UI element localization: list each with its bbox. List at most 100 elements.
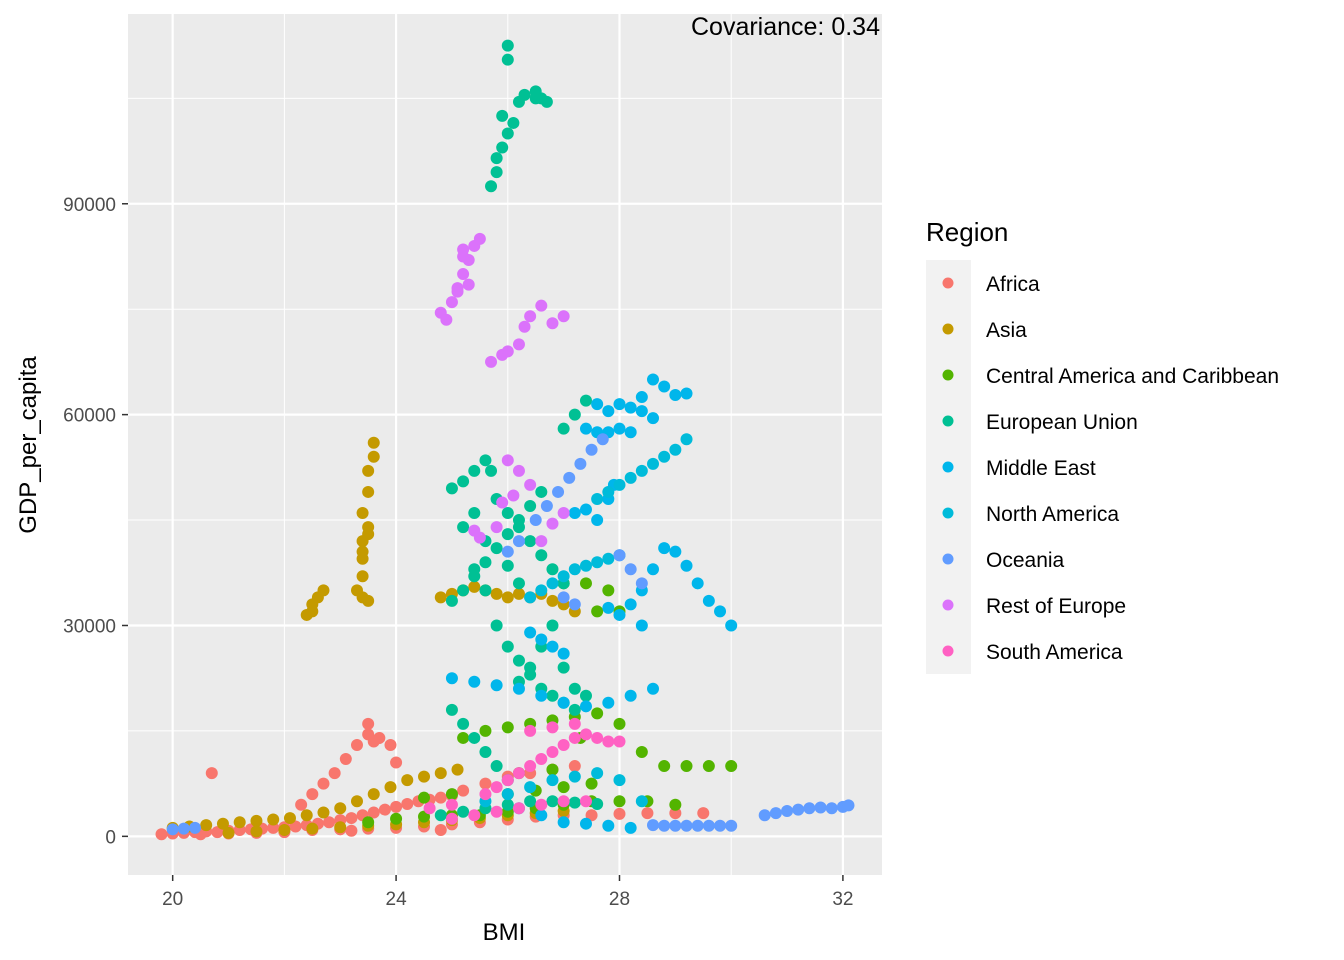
- point-oceania: [758, 809, 771, 822]
- point-south-america: [468, 809, 481, 822]
- axis-ticks: [122, 203, 844, 881]
- point-middle-east: [579, 817, 592, 830]
- point-north-america: [557, 570, 570, 583]
- point-asia: [278, 824, 291, 837]
- point-asia: [350, 795, 363, 808]
- point-north-america: [635, 795, 648, 808]
- point-middle-east: [579, 503, 592, 516]
- point-european-union: [485, 180, 498, 193]
- point-central-america-and-caribbean: [702, 760, 715, 773]
- point-south-america: [535, 753, 548, 766]
- point-oceania: [563, 471, 576, 484]
- legend-label-south-america: South America: [986, 641, 1123, 664]
- point-south-america: [579, 795, 592, 808]
- point-central-america-and-caribbean: [613, 717, 626, 730]
- point-asia: [334, 802, 347, 815]
- y-tick-label: 60000: [63, 406, 116, 427]
- point-oceania: [669, 819, 682, 832]
- y-tick-labels: 0 30000 60000 90000: [63, 195, 116, 849]
- point-middle-east: [624, 598, 637, 611]
- point-north-america: [579, 559, 592, 572]
- point-asia: [384, 781, 397, 794]
- point-asia: [283, 812, 296, 825]
- point-rest-of-europe: [451, 285, 464, 298]
- legend-label-middle-east: Middle East: [986, 457, 1096, 480]
- point-africa: [457, 784, 470, 797]
- point-central-america-and-caribbean: [591, 605, 604, 618]
- point-south-america: [524, 760, 537, 773]
- point-north-america: [613, 478, 626, 491]
- point-oceania: [177, 822, 190, 835]
- point-asia: [250, 825, 263, 838]
- point-asia: [362, 485, 375, 498]
- point-middle-east: [557, 647, 570, 660]
- point-asia: [367, 436, 380, 449]
- point-european-union: [496, 141, 509, 154]
- point-asia: [356, 507, 369, 520]
- point-middle-east: [546, 640, 559, 653]
- x-tick-label: 28: [609, 889, 630, 910]
- legend-key-rest-of-europe: [942, 599, 954, 611]
- point-oceania: [803, 802, 816, 815]
- point-middle-east: [624, 821, 637, 834]
- point-european-union: [468, 507, 481, 520]
- point-south-america: [490, 805, 503, 818]
- point-middle-east: [669, 545, 682, 558]
- point-rest-of-europe: [524, 478, 537, 491]
- point-european-union: [490, 152, 503, 165]
- point-asia: [300, 809, 313, 822]
- point-rest-of-europe: [501, 345, 514, 358]
- point-north-america: [680, 433, 693, 446]
- point-middle-east: [535, 809, 548, 822]
- point-middle-east: [602, 405, 615, 418]
- point-middle-east: [658, 380, 671, 393]
- point-south-america: [512, 767, 525, 780]
- point-middle-east: [635, 391, 648, 404]
- legend-title: Region: [926, 217, 1008, 247]
- point-central-america-and-caribbean: [579, 577, 592, 590]
- point-north-america: [635, 464, 648, 477]
- point-africa: [384, 738, 397, 751]
- point-oceania: [658, 819, 671, 832]
- legend-key-central-america-and-caribbean: [942, 369, 954, 381]
- point-european-union: [490, 542, 503, 555]
- point-middle-east: [445, 672, 458, 685]
- point-european-union: [457, 521, 470, 534]
- point-central-america-and-caribbean: [390, 812, 403, 825]
- annotation-label: Covariance: 0.34: [691, 13, 880, 41]
- point-european-union: [512, 514, 525, 527]
- point-africa: [390, 756, 403, 769]
- point-africa: [378, 803, 391, 816]
- point-european-union: [445, 482, 458, 495]
- point-africa: [390, 800, 403, 813]
- point-south-america: [512, 802, 525, 815]
- point-european-union: [479, 454, 492, 467]
- point-north-america: [624, 471, 637, 484]
- point-africa: [323, 816, 336, 829]
- point-central-america-and-caribbean: [658, 760, 671, 773]
- point-rest-of-europe: [546, 517, 559, 530]
- point-africa: [211, 826, 224, 839]
- point-south-america: [557, 795, 570, 808]
- point-asia: [367, 788, 380, 801]
- point-africa: [585, 809, 598, 822]
- point-oceania: [769, 807, 782, 820]
- point-central-america-and-caribbean: [557, 781, 570, 794]
- point-asia: [222, 826, 235, 839]
- point-south-america: [568, 731, 581, 744]
- point-south-america: [557, 738, 570, 751]
- point-oceania: [596, 433, 609, 446]
- point-middle-east: [591, 514, 604, 527]
- point-north-america: [658, 450, 671, 463]
- point-oceania: [781, 805, 794, 818]
- point-africa: [613, 807, 626, 820]
- point-rest-of-europe: [535, 299, 548, 312]
- legend-key-south-america: [942, 645, 954, 657]
- point-rest-of-europe: [507, 489, 520, 502]
- point-european-union: [457, 717, 470, 730]
- x-axis-title: BMI: [483, 919, 526, 946]
- point-south-america: [579, 728, 592, 741]
- point-european-union: [524, 795, 537, 808]
- point-european-union: [479, 746, 492, 758]
- point-asia: [233, 816, 246, 829]
